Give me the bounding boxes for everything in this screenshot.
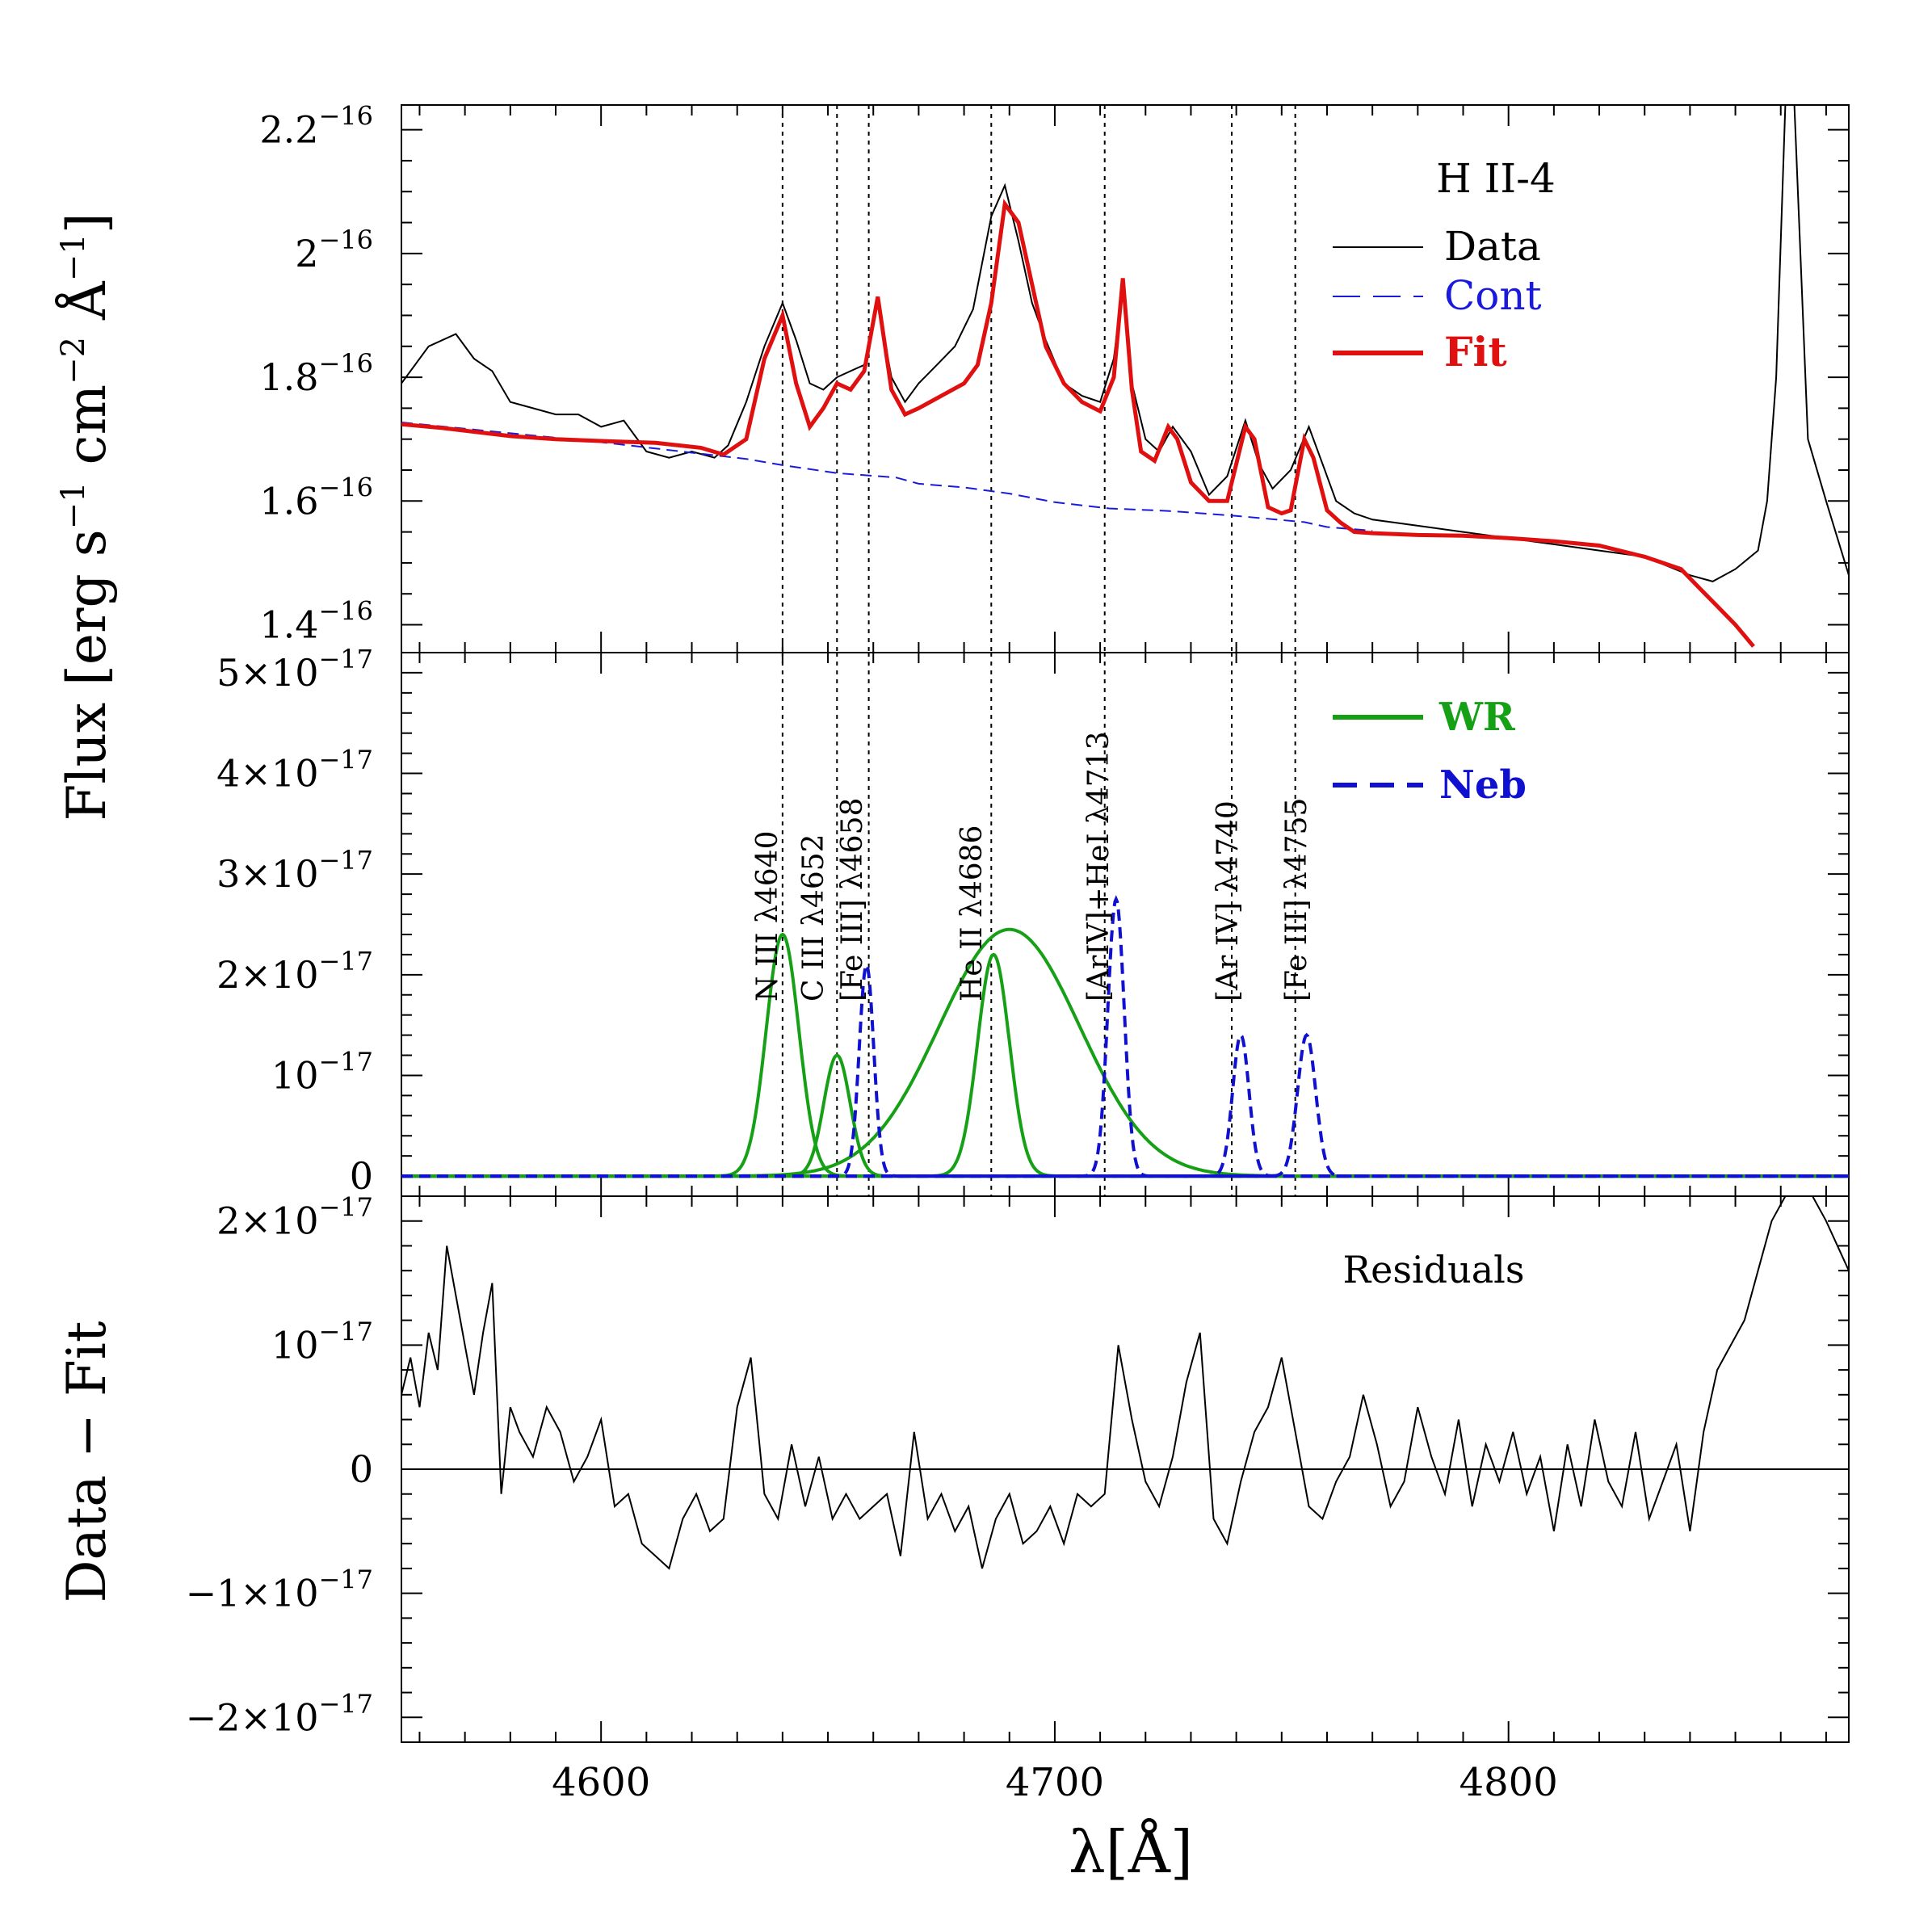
y-tick-label: 2×10−17 (216, 946, 373, 997)
y-tick-label: 1.4−16 (259, 596, 373, 647)
wr-component (401, 1053, 1849, 1178)
y-tick-label: 5×10−17 (216, 644, 373, 695)
y-tick-label: −1×10−17 (186, 1564, 373, 1615)
y-tick-label: 0 (350, 1447, 373, 1491)
y-tick-label: 2−16 (295, 225, 373, 275)
legend-label-fit: Fit (1444, 328, 1507, 376)
y-axis-label-flux: Flux [erg s−1 cm−2 Å−1] (55, 213, 118, 821)
line-label: [Fe III] λ4658 (836, 798, 869, 1002)
line-label: C III λ4652 (797, 834, 830, 1002)
mid-y-tick-labels: 0 10−17 2×10−17 3×10−17 4×10−17 5×10−17 (216, 644, 373, 1198)
panel-title: H II-4 (1436, 155, 1556, 202)
panel-title: Residuals (1343, 1248, 1525, 1292)
legend-label-data: Data (1444, 223, 1541, 270)
neb-component (401, 895, 1849, 1178)
neb-component (401, 960, 1849, 1178)
y-tick-label: 10−17 (271, 1046, 373, 1097)
y-tick-label: 0 (350, 1154, 373, 1198)
y-tick-label: −2×10−17 (186, 1688, 373, 1739)
x-tick-label: 4800 (1460, 1760, 1558, 1805)
top-frame (401, 104, 1850, 653)
bot-y-tick-labels: −2×10−17 −1×10−17 0 10−17 2×10−17 (186, 1192, 373, 1740)
line-label: [ArIV]+HeI λ4713 (1082, 732, 1115, 1002)
series-cont (401, 422, 1373, 532)
series-fit (401, 199, 1755, 648)
top-panel: 1.4−16 1.6−16 1.8−16 2−16 2.2−16 H II-4 DataCo… (259, 101, 1850, 653)
top-y-tick-labels: 1.4−16 1.6−16 1.8−16 2−16 2.2−16 (259, 101, 373, 647)
y-tick-label: 2.2−16 (259, 101, 373, 152)
neb-component (401, 1032, 1849, 1178)
y-tick-label: 1.8−16 (259, 348, 373, 399)
y-tick-label: 3×10−17 (216, 845, 373, 896)
x-tick-labels: 4600 4700 4800 (552, 1760, 1558, 1805)
legend-label-cont: Cont (1444, 272, 1542, 319)
x-tick-label: 4600 (552, 1760, 650, 1805)
y-tick-label: 2×10−17 (216, 1192, 373, 1243)
legend-label-wr: WR (1438, 695, 1516, 740)
middle-panel: 0 10−17 2×10−17 3×10−17 4×10−17 5×10−17 N III … (216, 644, 1850, 1198)
line-label: N III λ4640 (751, 831, 784, 1002)
line-label: [Fe III] λ4755 (1280, 798, 1313, 1002)
y-tick-label: 10−17 (271, 1316, 373, 1367)
series-residual (401, 1196, 1849, 1570)
legend-label-neb: Neb (1439, 762, 1527, 808)
y-axis-label-residual: Data − Fit (56, 1321, 118, 1603)
x-tick-label: 4700 (1006, 1760, 1104, 1805)
legend: WR Neb (1333, 695, 1527, 808)
x-axis-label: λ[Å] (1069, 1817, 1193, 1886)
y-tick-label: 4×10−17 (216, 745, 373, 796)
bottom-panel: −2×10−17 −1×10−17 0 10−17 2×10−17 Residuals 46… (186, 1192, 1850, 1805)
wr-component (401, 952, 1849, 1178)
axis-labels: Flux [erg s−1 cm−2 Å−1] Data − Fit λ[Å] (55, 213, 1193, 1886)
y-tick-label: 1.6−16 (259, 472, 373, 523)
line-label: He II λ4686 (956, 825, 989, 1002)
line-label: [Ar IV] λ4740 (1212, 800, 1245, 1002)
series-data (401, 105, 1849, 582)
